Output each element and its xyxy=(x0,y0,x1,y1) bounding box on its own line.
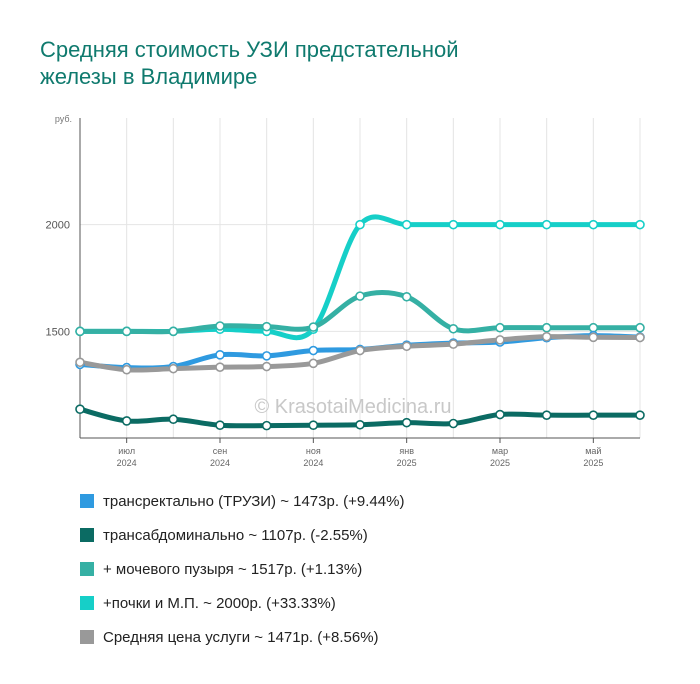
data-point xyxy=(635,322,645,333)
data-point xyxy=(401,219,412,230)
data-point xyxy=(588,219,599,230)
x-tick-label-month: янв xyxy=(399,446,414,456)
data-point xyxy=(448,219,459,230)
data-point xyxy=(355,219,365,230)
x-tick-label-year: 2024 xyxy=(210,458,230,468)
legend-swatch xyxy=(80,630,94,644)
data-point xyxy=(541,331,552,342)
data-point xyxy=(495,409,505,420)
y-tick-label: 1500 xyxy=(46,326,70,338)
legend-swatch xyxy=(80,494,94,508)
data-point xyxy=(448,323,459,334)
data-point xyxy=(355,419,365,430)
y-tick-label: 2000 xyxy=(46,220,70,232)
data-point xyxy=(495,335,505,345)
x-tick-label-month: сен xyxy=(213,446,228,456)
chart-title-line-1: Средняя стоимость УЗИ предстательной xyxy=(40,37,459,62)
legend-swatch xyxy=(80,528,94,542)
legend-label: Средняя цена услуги ~ 1471р. (+8.56%) xyxy=(103,628,379,646)
legend-swatch xyxy=(80,562,94,576)
data-point xyxy=(541,219,552,230)
legend-item[interactable]: трансабдоминально ~ 1107р. (-2.55%) xyxy=(80,518,404,552)
data-point xyxy=(448,339,459,349)
x-tick-label-year: 2024 xyxy=(303,458,323,468)
data-point xyxy=(215,321,225,331)
data-point xyxy=(495,322,505,333)
chart-title-line-2: железы в Владимире xyxy=(40,64,258,89)
legend-item[interactable]: +почки и М.П. ~ 2000р. (+33.33%) xyxy=(80,586,404,620)
x-tick-label-month: ноя xyxy=(306,446,321,456)
data-point xyxy=(308,358,319,369)
legend-label: трансректально (ТРУЗИ) ~ 1473р. (+9.44%) xyxy=(103,492,405,510)
data-point xyxy=(448,418,459,429)
data-point xyxy=(308,322,319,332)
x-tick-label-year: 2024 xyxy=(117,458,137,468)
legend-item[interactable]: трансректально (ТРУЗИ) ~ 1473р. (+9.44%) xyxy=(80,484,404,518)
legend-label: +почки и М.П. ~ 2000р. (+33.33%) xyxy=(103,594,336,612)
data-point xyxy=(635,410,645,420)
legend-label: трансабдоминально ~ 1107р. (-2.55%) xyxy=(103,526,368,544)
data-point xyxy=(215,362,225,372)
data-point xyxy=(75,357,85,368)
chart-title: Средняя стоимость УЗИ предстательной жел… xyxy=(40,36,640,90)
x-tick-label-month: май xyxy=(585,446,601,456)
data-point xyxy=(308,345,319,356)
data-point xyxy=(401,341,412,352)
data-point xyxy=(588,410,599,420)
data-point xyxy=(75,326,85,337)
x-tick-label-year: 2025 xyxy=(583,458,603,468)
data-point xyxy=(261,420,272,431)
data-point xyxy=(261,361,272,372)
data-point xyxy=(215,420,225,431)
data-point xyxy=(635,219,645,230)
grid xyxy=(79,118,641,438)
data-point xyxy=(635,332,645,343)
legend-item[interactable]: + мочевого пузыря ~ 1517р. (+1.13%) xyxy=(80,552,404,586)
data-points xyxy=(75,219,645,431)
data-point xyxy=(495,219,505,230)
data-point xyxy=(541,322,552,333)
data-point xyxy=(75,404,85,415)
data-point xyxy=(168,363,179,374)
data-point xyxy=(215,349,225,360)
data-point xyxy=(168,414,179,425)
data-point xyxy=(121,326,132,337)
data-point xyxy=(308,420,319,431)
data-point xyxy=(261,321,272,332)
data-point xyxy=(168,326,179,337)
data-point xyxy=(355,291,365,301)
data-point xyxy=(261,351,272,361)
x-tick-label-year: 2025 xyxy=(397,458,417,468)
data-point xyxy=(401,291,412,302)
x-tick-label-month: июл xyxy=(118,446,135,456)
data-point xyxy=(121,416,132,426)
legend-item[interactable]: Средняя цена услуги ~ 1471р. (+8.56%) xyxy=(80,620,404,654)
axes: 2000 1500 руб. июл 2024 сен 2024 ноя 2024 янв 2025… xyxy=(46,114,640,468)
data-point xyxy=(121,364,132,375)
data-point xyxy=(588,332,599,343)
data-point xyxy=(355,345,365,356)
legend-label: + мочевого пузыря ~ 1517р. (+1.13%) xyxy=(103,560,363,578)
legend-swatch xyxy=(80,596,94,610)
data-point xyxy=(401,417,412,428)
watermark: © KrasotaiMedicina.ru xyxy=(254,396,451,418)
y-axis-unit: руб. xyxy=(55,114,72,124)
legend: трансректально (ТРУЗИ) ~ 1473р. (+9.44%)… xyxy=(80,484,404,654)
data-point xyxy=(541,410,552,420)
x-tick-label-year: 2025 xyxy=(490,458,510,468)
data-point xyxy=(588,322,599,333)
x-tick-label-month: мар xyxy=(492,446,508,456)
